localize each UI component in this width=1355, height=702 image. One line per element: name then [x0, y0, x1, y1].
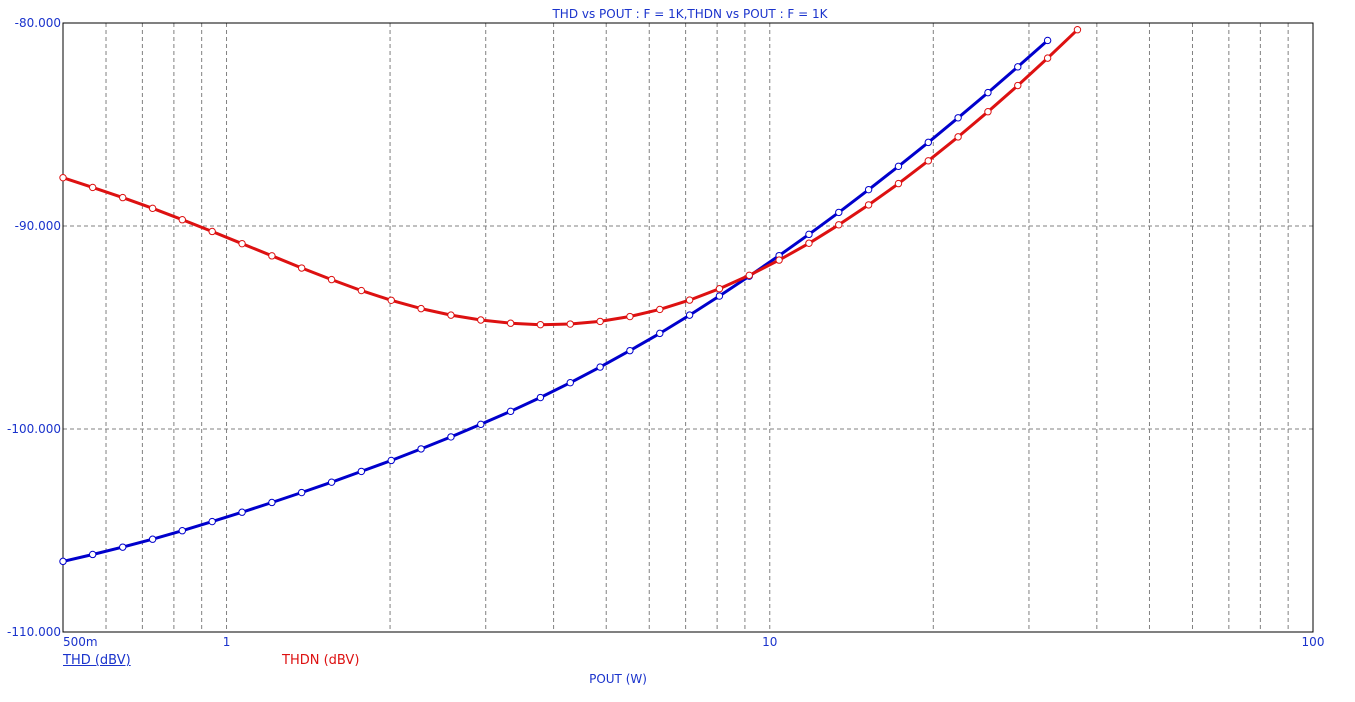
thd-point: [119, 543, 127, 551]
plot-frame: [62, 22, 1314, 633]
x-tick-label: 10: [762, 635, 777, 649]
thd-point: [566, 379, 574, 387]
thdn-point: [238, 239, 246, 248]
y-tick-label: -100.000: [7, 422, 61, 436]
thd-point: [715, 292, 724, 300]
thdn-point: [656, 305, 664, 314]
thdn-point: [59, 173, 67, 182]
thd-line: [62, 39, 1049, 563]
thdn-point: [835, 221, 843, 229]
thd-point: [327, 478, 336, 486]
thd-point: [477, 420, 485, 429]
y-tick-label: -90.000: [15, 219, 61, 233]
thdn-point: [387, 296, 395, 304]
x-tick-label: 1: [223, 635, 231, 649]
thd-point: [805, 230, 813, 239]
thd-point: [536, 393, 545, 402]
thdn-point: [1073, 25, 1082, 34]
thd-point: [357, 467, 366, 476]
thd-point: [417, 445, 425, 453]
thdn-point: [685, 296, 694, 304]
thdn-point: [894, 179, 903, 188]
thdn-point: [148, 204, 157, 213]
thdn-point: [805, 239, 813, 247]
grid: [63, 23, 1313, 632]
thdn-point: [626, 312, 634, 321]
thd-point: [685, 311, 694, 319]
thd-point: [297, 488, 306, 497]
y-tick-label: -80.000: [15, 16, 61, 30]
thdn-point: [417, 304, 425, 313]
thdn-point: [1014, 81, 1022, 90]
thdn-point: [178, 216, 186, 224]
series-layer: [59, 25, 1082, 566]
thd-point: [656, 329, 664, 338]
thd-point: [954, 114, 962, 122]
thdn-line: [62, 28, 1079, 327]
thd-point: [835, 208, 843, 217]
thdn-point: [954, 133, 962, 141]
thd-point: [59, 557, 67, 566]
thd-point: [894, 162, 903, 171]
series-thd: [59, 36, 1052, 566]
x-tick-labels: 500m 1 10 100: [63, 635, 1324, 649]
thdn-point: [745, 271, 753, 280]
thd-point: [1014, 63, 1022, 71]
y-tick-labels: -80.000 -90.000 -100.000 -110.000: [7, 16, 61, 639]
thd-point: [864, 185, 873, 194]
thdn-point: [984, 108, 992, 116]
thdn-point: [119, 193, 127, 202]
thdn-point: [268, 252, 276, 260]
thd-point: [596, 363, 604, 371]
thd-point: [1043, 36, 1052, 45]
chart-title: THD vs POUT : F = 1K,THDN vs POUT : F = …: [551, 7, 828, 21]
thd-point: [447, 433, 455, 441]
legend-thdn: THDN (dBV): [282, 653, 360, 668]
thdn-point: [566, 320, 574, 328]
thd-point: [626, 346, 634, 355]
thd-point: [387, 456, 395, 465]
thdn-point: [1043, 54, 1052, 62]
x-tick-label: 100: [1302, 635, 1325, 649]
x-axis-label: POUT (W): [589, 672, 647, 686]
series-thdn: [59, 25, 1082, 329]
thd-point: [208, 517, 216, 526]
thdn-point: [715, 285, 724, 293]
thdn-point: [447, 311, 455, 319]
x-tick-label: 500m: [63, 635, 98, 649]
thd-point: [178, 527, 186, 535]
thd-point: [88, 550, 97, 559]
thdn-point: [357, 286, 366, 295]
thdn-point: [477, 316, 485, 324]
thdn-point: [88, 183, 97, 192]
y-tick-label: -110.000: [7, 625, 61, 639]
thdn-point: [506, 319, 515, 327]
thdn-point: [327, 275, 336, 284]
thdn-point: [208, 227, 216, 236]
thd-point: [984, 88, 992, 97]
thd-point: [148, 535, 157, 543]
thdn-point: [775, 256, 783, 264]
thd-point: [238, 508, 246, 516]
thd-point: [268, 498, 276, 507]
thdn-point: [536, 320, 545, 329]
legend-thd: THD (dBV): [63, 653, 131, 668]
thd-point: [924, 138, 932, 147]
thdn-point: [596, 317, 604, 326]
thdn-point: [864, 201, 873, 209]
thd-point: [506, 407, 515, 416]
thdn-point: [924, 157, 932, 165]
thdn-point: [297, 264, 306, 272]
